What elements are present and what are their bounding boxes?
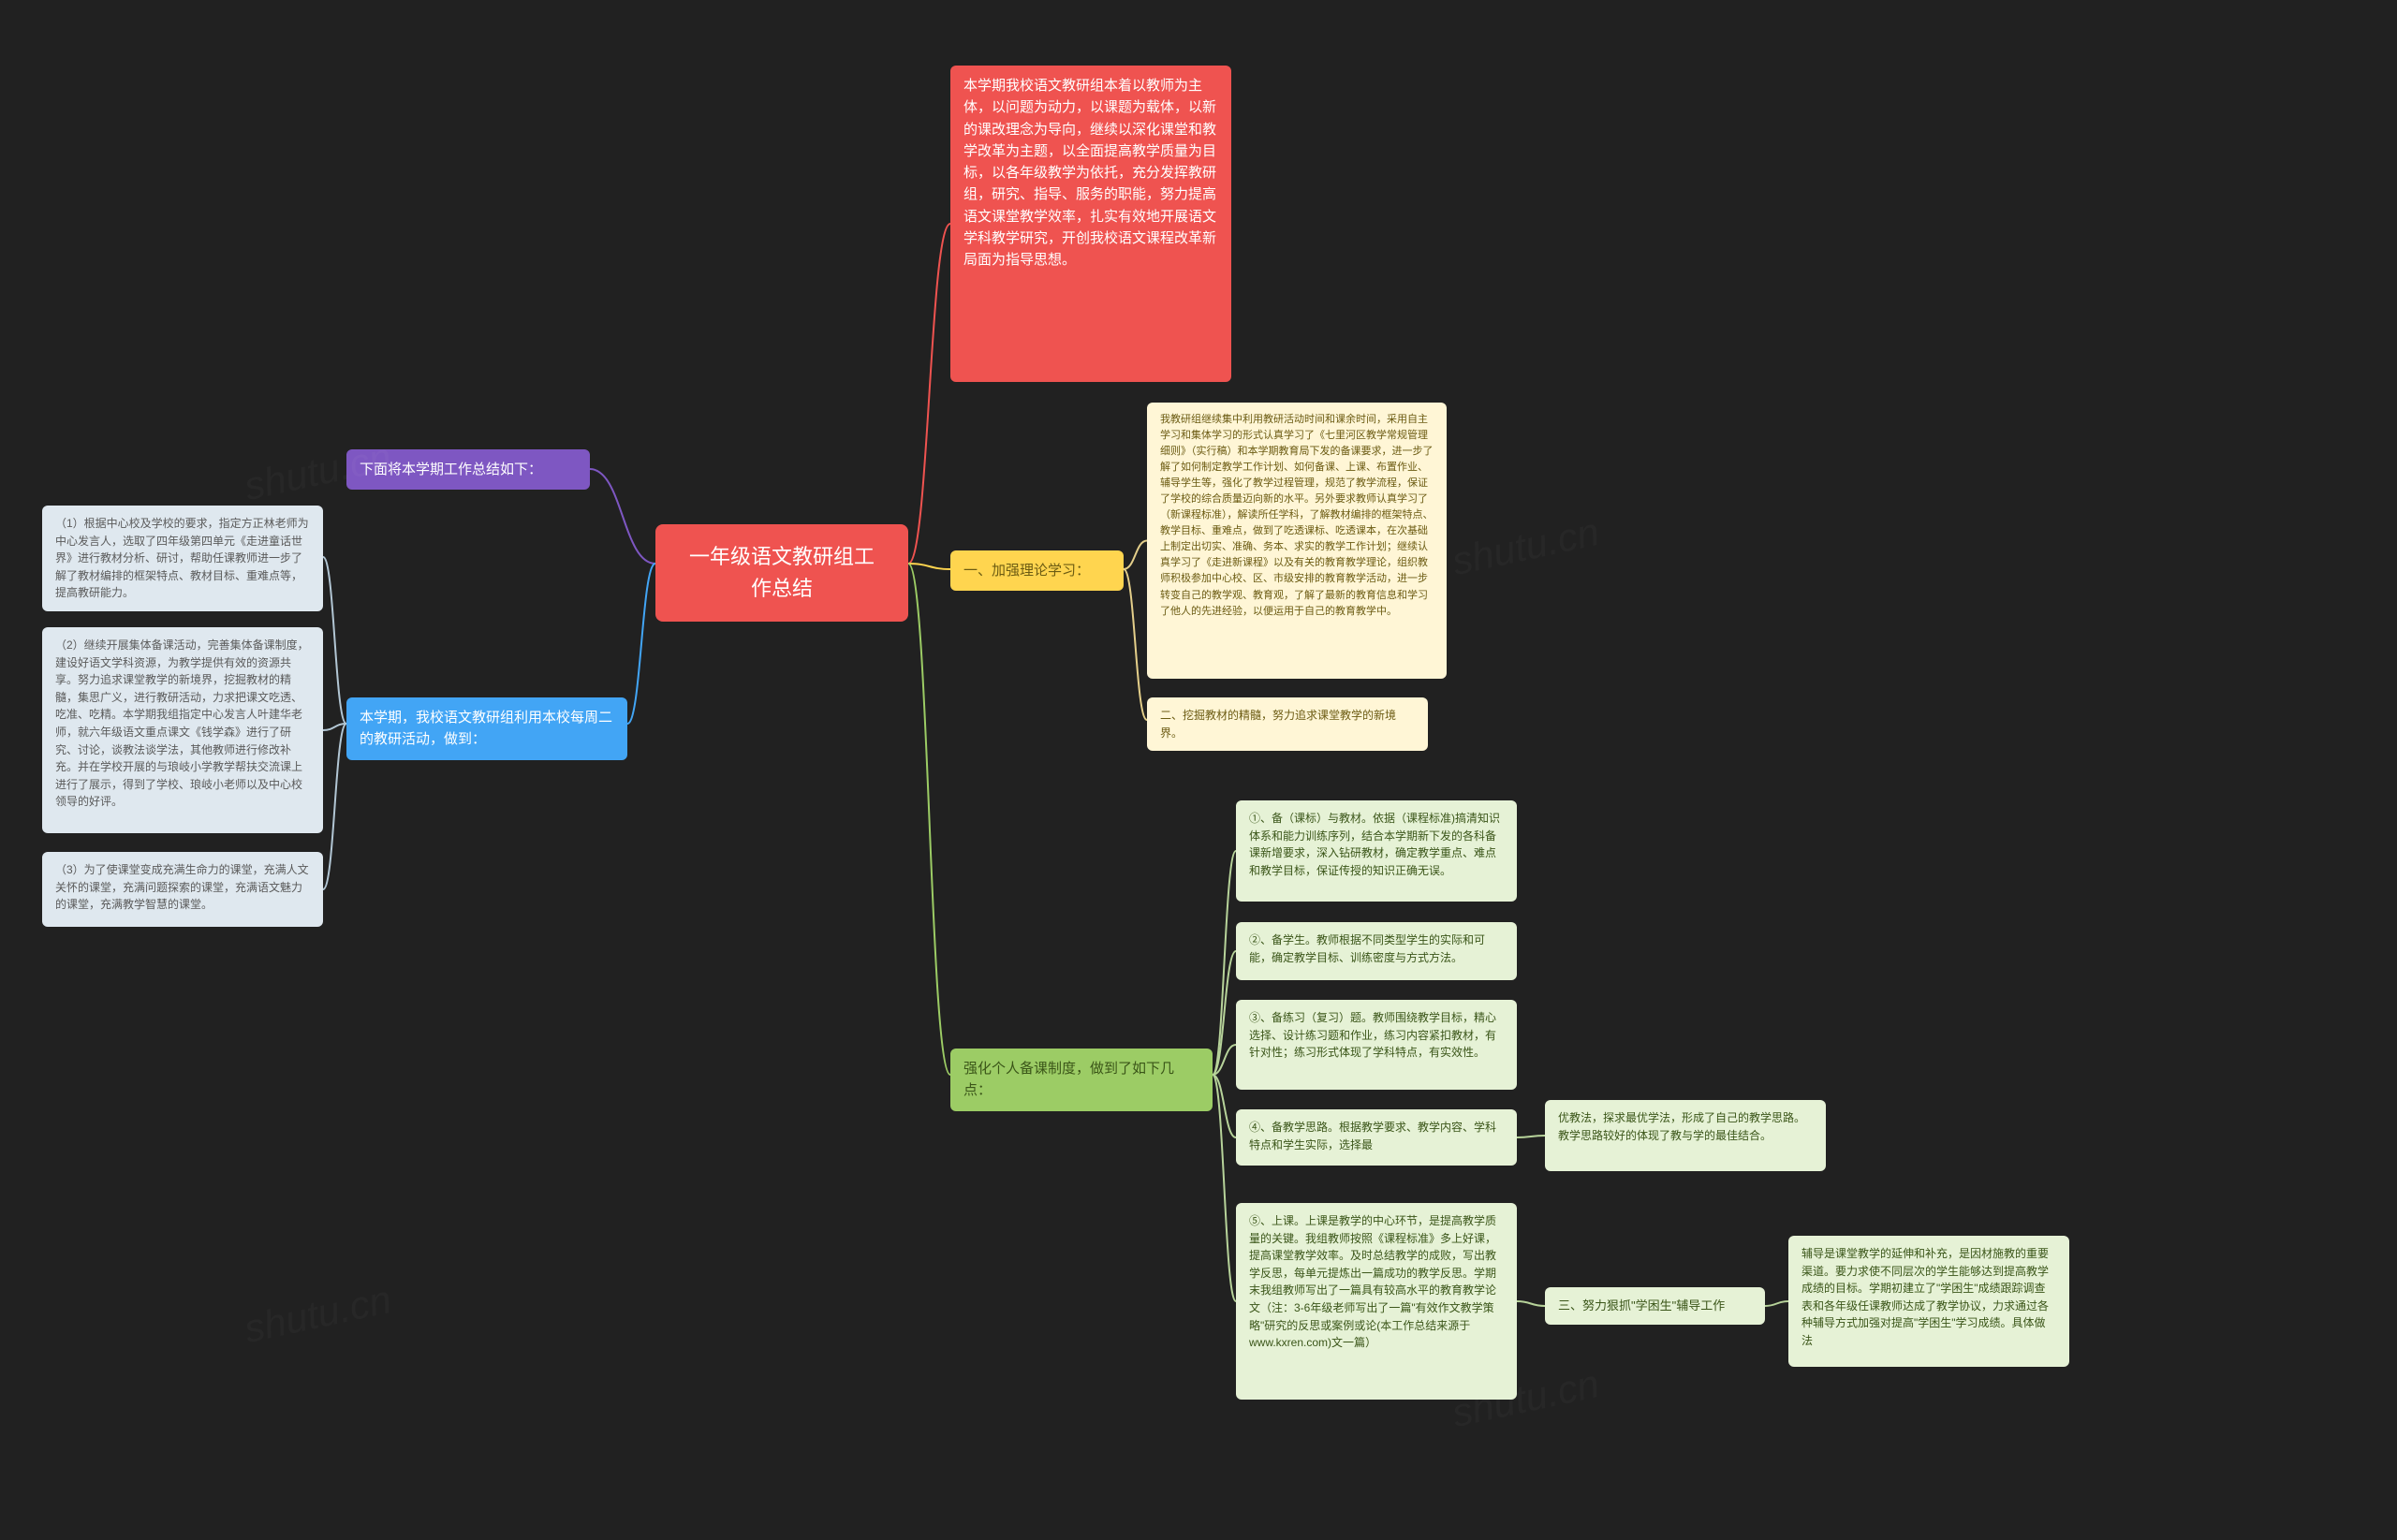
watermark: shutu.cn: [1448, 509, 1603, 584]
node-g1: ①、备（课标）与教材。依据（课程标准)搞清知识体系和能力训练序列，结合本学期新下…: [1236, 800, 1517, 902]
watermark: shutu.cn: [241, 1277, 395, 1352]
node-redbox: 本学期我校语文教研组本着以教师为主体，以问题为动力，以课题为载体，以新的课改理念…: [950, 66, 1231, 382]
node-l3: （3）为了使课堂变成充满生命力的课堂，充满人文关怀的课堂，充满问题探索的课堂，充…: [42, 852, 323, 927]
node-y2: 二、挖掘教材的精髓，努力追求课堂教学的新境界。: [1147, 697, 1428, 751]
connector: [1517, 1301, 1545, 1306]
connector: [908, 224, 950, 564]
node-g3: ③、备练习（复习）题。教师围绕教学目标，精心选择、设计练习题和作业，练习内容紧扣…: [1236, 1000, 1517, 1090]
node-root: 一年级语文教研组工作总结: [655, 524, 908, 622]
connector: [590, 469, 655, 564]
connector: [1124, 569, 1147, 720]
node-g2: ②、备学生。教师根据不同类型学生的实际和可能，确定教学目标、训练密度与方式方法。: [1236, 922, 1517, 980]
connector: [908, 564, 950, 569]
connector: [1213, 1075, 1236, 1137]
connector: [323, 724, 346, 730]
connector: [1765, 1301, 1788, 1306]
node-yellow: 一、加强理论学习：: [950, 550, 1124, 591]
node-g5: ⑤、上课。上课是教学的中心环节，是提高教学质量的关键。我组教师按照《课程标准》多…: [1236, 1203, 1517, 1400]
node-g5b: 三、努力狠抓"学困生"辅导工作: [1545, 1287, 1765, 1325]
connector: [627, 564, 655, 724]
connector: [908, 564, 950, 1075]
connector: [1124, 541, 1147, 570]
node-blue: 本学期，我校语文教研组利用本校每周二的教研活动，做到：: [346, 697, 627, 760]
connector: [323, 557, 346, 724]
node-g5c: 辅导是课堂教学的延伸和补充，是因材施教的重要渠道。要力求使不同层次的学生能够达到…: [1788, 1236, 2069, 1367]
connector: [1213, 851, 1236, 1075]
connector: [1213, 1045, 1236, 1075]
node-l1: （1）根据中心校及学校的要求，指定方正林老师为中心发言人，选取了四年级第四单元《…: [42, 506, 323, 611]
node-g4: ④、备教学思路。根据教学要求、教学内容、学科特点和学生实际，选择最: [1236, 1109, 1517, 1166]
node-green: 强化个人备课制度，做到了如下几点：: [950, 1049, 1213, 1111]
connector: [1517, 1136, 1545, 1137]
node-l2: （2）继续开展集体备课活动，完善集体备课制度，建设好语文学科资源，为教学提供有效…: [42, 627, 323, 833]
node-purple: 下面将本学期工作总结如下：: [346, 449, 590, 490]
connector: [1213, 951, 1236, 1075]
node-g4b: 优教法，探求最优学法，形成了自己的教学思路。教学思路较好的体现了教与学的最佳结合…: [1545, 1100, 1826, 1171]
node-y1: 我教研组继续集中利用教研活动时间和课余时间，采用自主学习和集体学习的形式认真学习…: [1147, 403, 1447, 679]
connector: [1213, 1075, 1236, 1301]
connector: [323, 724, 346, 889]
